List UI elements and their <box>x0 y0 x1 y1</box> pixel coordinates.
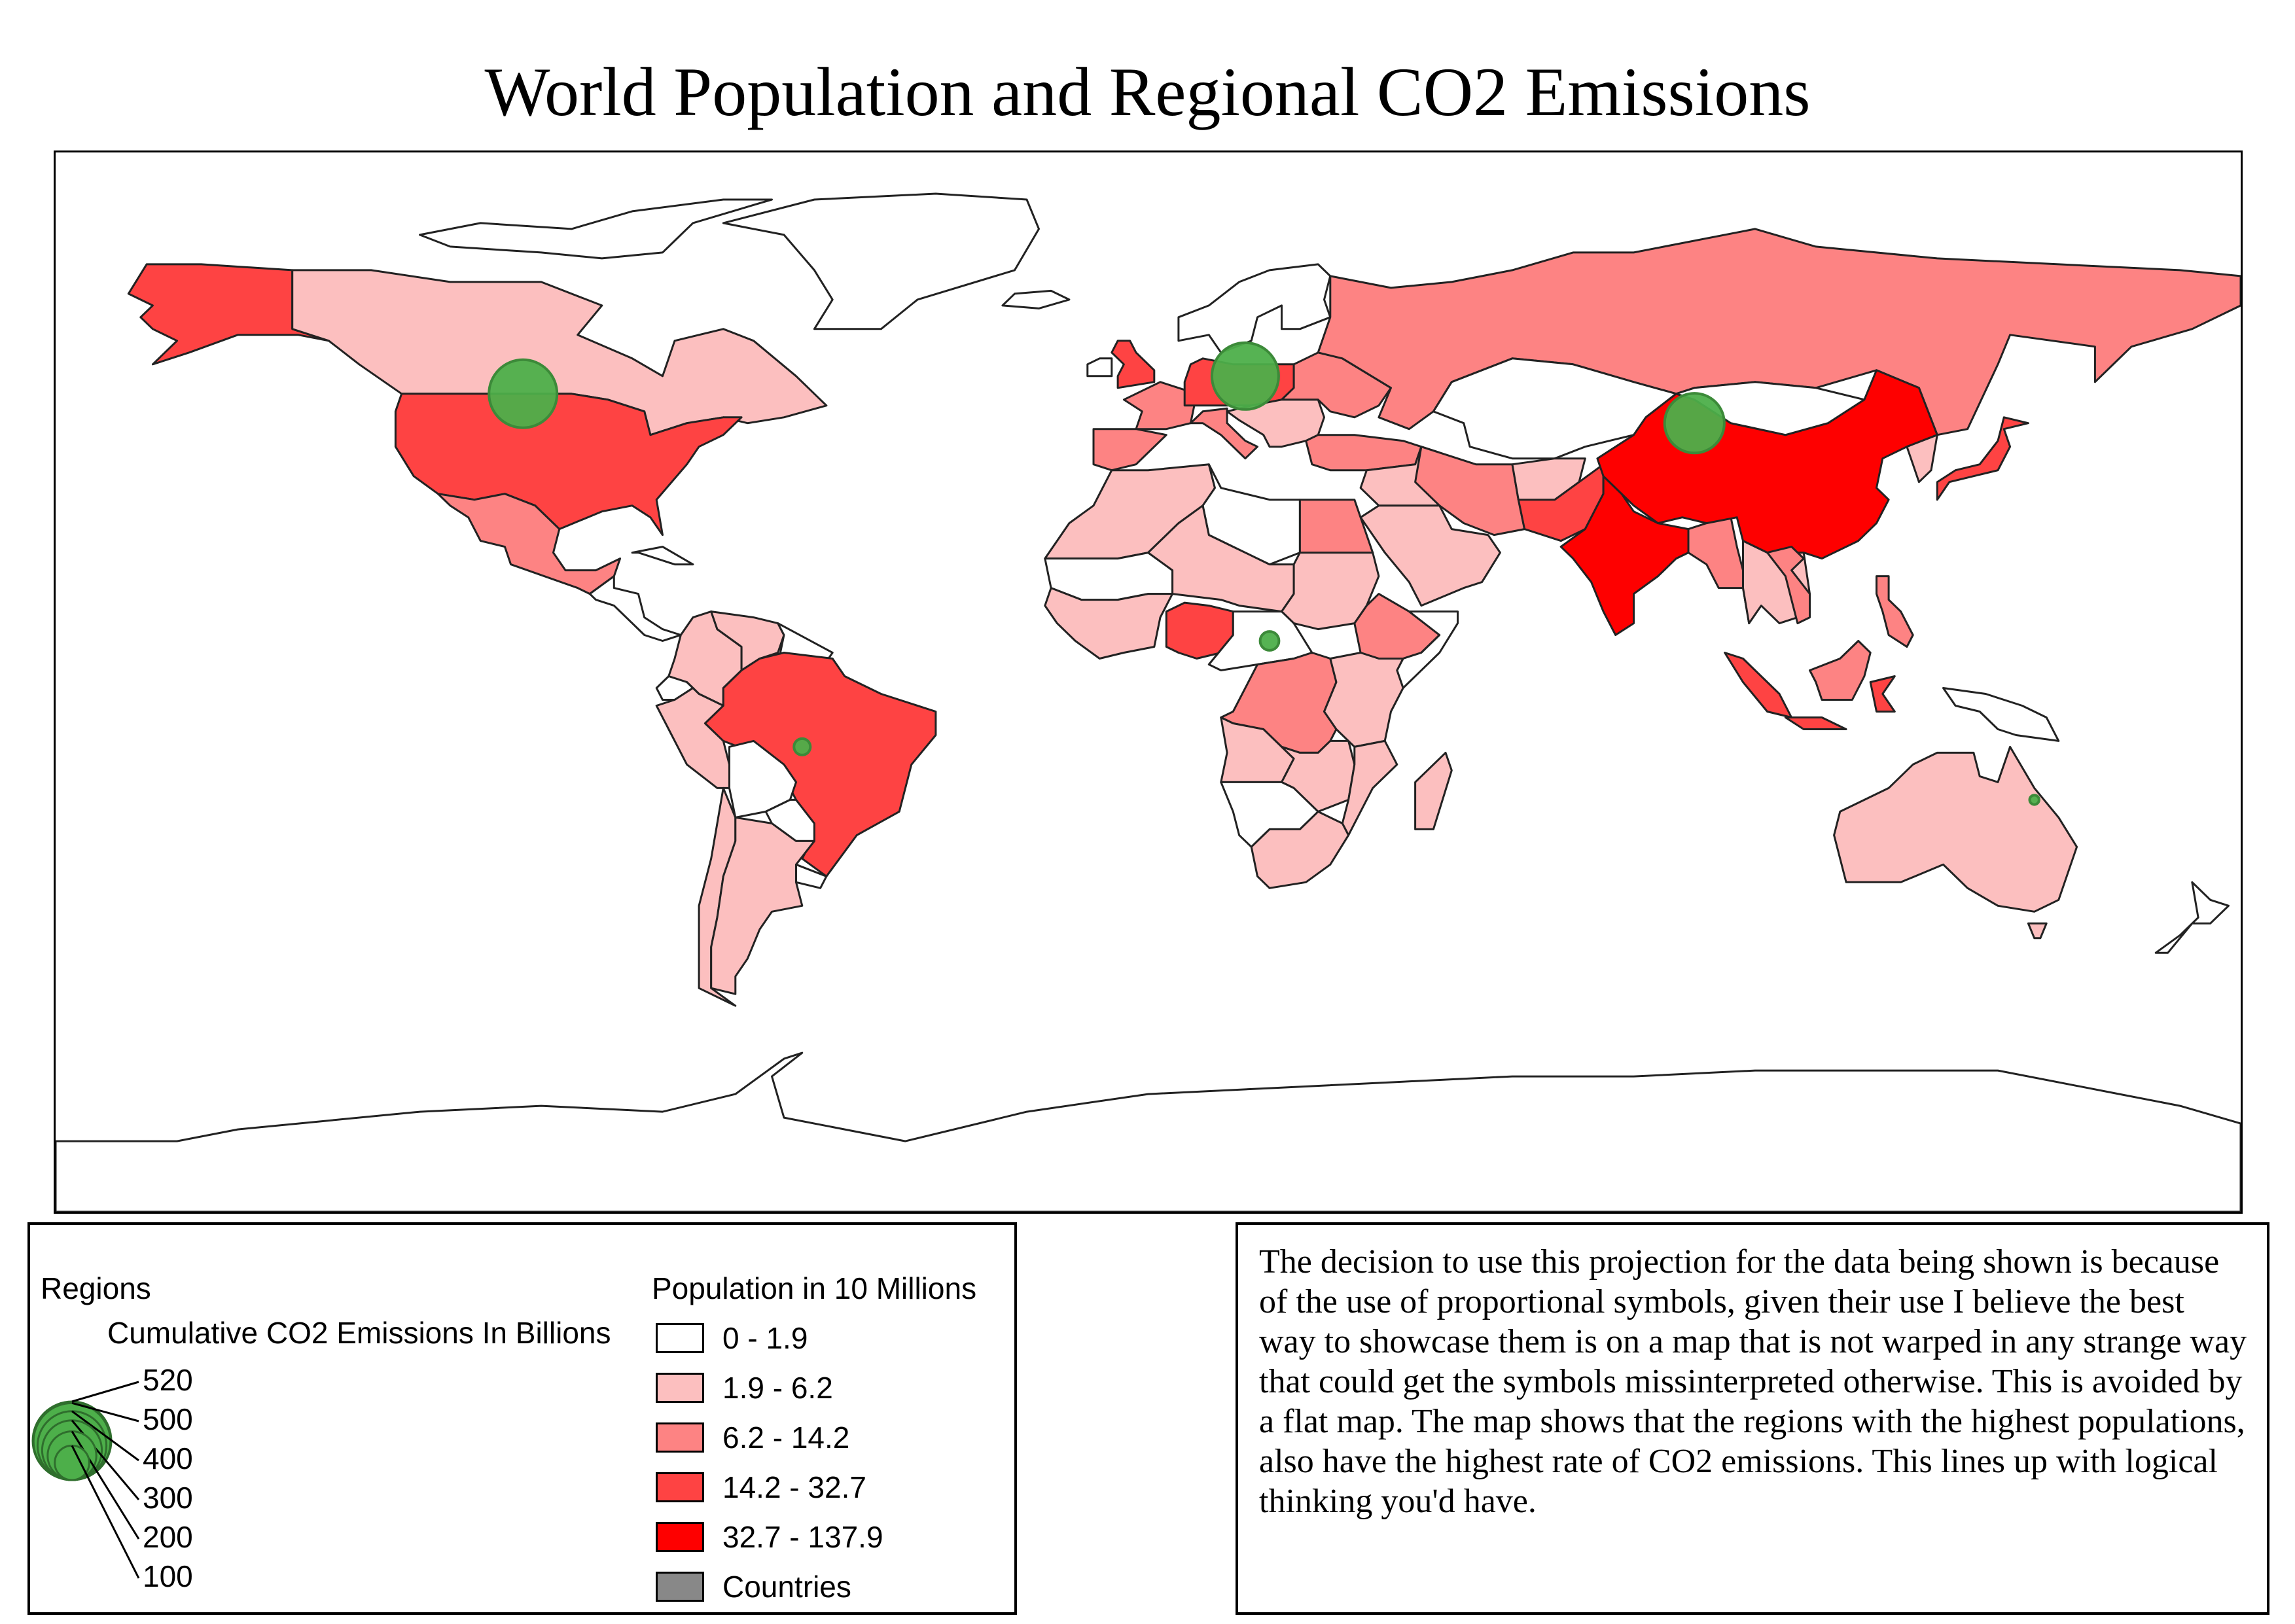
legend-regions-heading: Regions <box>41 1271 151 1305</box>
symbol-value-label: 100 <box>143 1559 193 1593</box>
country-java <box>1784 716 1847 730</box>
class-label: 32.7 - 137.9 <box>722 1520 883 1554</box>
country-alaska <box>127 263 330 366</box>
country-cuba <box>631 546 694 566</box>
legend-leader-line <box>71 1410 139 1462</box>
country-india <box>1559 475 1690 636</box>
legend: Regions Cumulative CO2 Emissions In Bill… <box>27 1222 1017 1615</box>
region-symbol-asia <box>1663 392 1726 455</box>
class-swatch-4 <box>656 1522 704 1552</box>
symbol-value-label: 300 <box>143 1481 193 1515</box>
country-sumatra <box>1724 652 1793 718</box>
class-swatch-0 <box>656 1323 704 1353</box>
class-label: 6.2 - 14.2 <box>722 1421 850 1455</box>
country-east-africa <box>1323 652 1404 748</box>
symbol-value-label: 500 <box>143 1402 193 1436</box>
country-japan <box>1936 416 2029 501</box>
country-madagascar <box>1414 751 1453 830</box>
symbol-value-label: 200 <box>143 1520 193 1554</box>
class-swatch-2 <box>656 1422 704 1453</box>
region-symbol-north-america <box>488 358 559 429</box>
country-sulawesi <box>1869 675 1896 713</box>
country-italy <box>1189 407 1258 460</box>
country-new-guinea <box>1942 687 2060 742</box>
class-swatch-3 <box>656 1472 704 1502</box>
class-swatch-1 <box>656 1373 704 1403</box>
country-antarctica <box>56 1051 2241 1212</box>
country-tasmania <box>2027 922 2048 940</box>
country-uruguay <box>795 863 828 889</box>
country-argentina <box>710 816 815 995</box>
country-france <box>1122 381 1198 431</box>
country-mozambique <box>1341 739 1398 836</box>
country-mexico <box>436 493 622 595</box>
map-title: World Population and Regional CO2 Emissi… <box>484 54 1811 130</box>
country-saudi-arabia-gulf <box>1359 504 1501 607</box>
country-ukraine-belarus <box>1281 351 1392 419</box>
country-malaysia-borneo <box>1809 640 1872 701</box>
legend-leader-line <box>71 1445 140 1579</box>
proportional-symbol-legend <box>31 1381 140 1579</box>
region-symbol-africa <box>1258 630 1281 652</box>
country-vietnam <box>1766 546 1811 625</box>
legend-leader-line <box>71 1381 139 1403</box>
country-philippines <box>1876 575 1914 648</box>
country-west-africa <box>1044 587 1174 660</box>
symbol-value-label: 520 <box>143 1363 193 1397</box>
countries-label: Countries <box>722 1570 851 1604</box>
country-new-zealand <box>2154 881 2230 954</box>
legend-symbol-circle <box>54 1444 90 1481</box>
class-label: 1.9 - 6.2 <box>722 1371 833 1405</box>
region-symbol-europe <box>1210 341 1280 411</box>
country-united-kingdom <box>1111 340 1156 389</box>
country-ireland <box>1086 357 1113 378</box>
projection-note: The decision to use this projection for … <box>1236 1222 2269 1615</box>
class-label: 0 - 1.9 <box>722 1321 808 1355</box>
country-peru <box>655 687 730 789</box>
legend-symbol-heading: Cumulative CO2 Emissions In Billions <box>107 1316 611 1350</box>
map-frame <box>54 150 2243 1214</box>
country-korea <box>1906 434 1938 484</box>
symbol-value-label: 400 <box>143 1441 193 1475</box>
country-south-africa <box>1250 810 1350 889</box>
legend-population-heading: Population in 10 Millions <box>652 1271 977 1305</box>
country-iberia <box>1092 428 1167 472</box>
region-symbol-south-america <box>792 737 812 756</box>
country-iceland <box>1001 289 1071 309</box>
country-australia <box>1833 745 2078 913</box>
region-symbol-oceania <box>2028 794 2040 806</box>
class-label: 14.2 - 32.7 <box>722 1470 866 1504</box>
country-bangladesh-myanmar <box>1687 516 1751 625</box>
country-greenland <box>722 192 1040 330</box>
country-egypt <box>1298 499 1374 554</box>
country-canadian-arctic <box>419 198 773 260</box>
note-text: The decision to use this projection for … <box>1259 1243 2247 1520</box>
country-central-america <box>588 575 682 642</box>
country-norway-sweden-finland <box>1177 263 1332 354</box>
countries-swatch <box>656 1572 704 1602</box>
legend-leader-line <box>71 1402 139 1422</box>
world-map <box>56 192 2241 1212</box>
